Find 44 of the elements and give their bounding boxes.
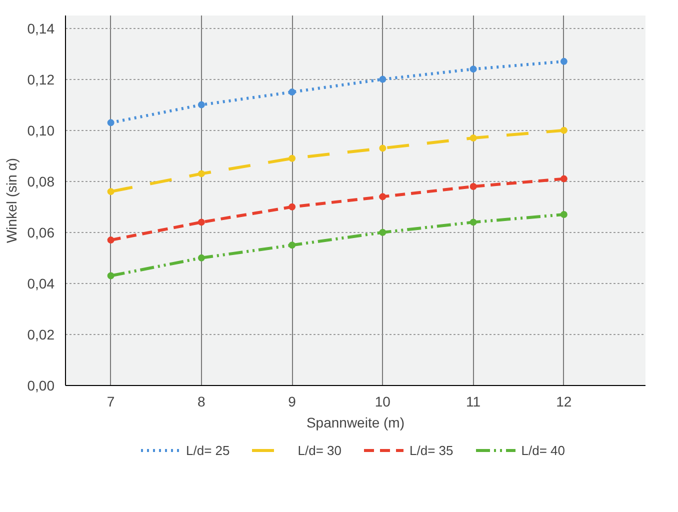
point: [288, 88, 296, 96]
x-tick-label: 11: [466, 394, 481, 410]
x-tick-label: 12: [556, 394, 572, 410]
legend-label: L/d= 30: [298, 442, 342, 458]
x-tick-label: 9: [288, 394, 296, 410]
point: [379, 76, 386, 83]
point: [107, 119, 114, 126]
legend-label: L/d= 35: [410, 442, 454, 458]
point: [198, 101, 205, 108]
y-tick-label: 0,02: [27, 326, 55, 342]
legend-label: L/d= 25: [186, 442, 230, 458]
point: [107, 188, 114, 196]
x-axis-title: Spannweite (m): [306, 414, 405, 430]
point: [198, 254, 205, 262]
y-tick-label: 0,08: [27, 173, 55, 190]
x-tick-label: 7: [106, 394, 115, 410]
x-tick-label: 8: [198, 394, 206, 410]
y-tick-label: 0,00: [27, 378, 55, 394]
y-tick-label: 0,12: [27, 71, 55, 88]
point: [288, 242, 296, 249]
point: [470, 218, 477, 226]
y-axis-title: Winkel (sin α): [3, 158, 20, 244]
legend-label: L/d= 40: [521, 442, 565, 458]
point: [198, 218, 205, 226]
point: [198, 170, 205, 178]
point: [560, 175, 568, 182]
point: [470, 66, 477, 73]
point: [470, 182, 477, 190]
point: [288, 203, 296, 210]
x-tick-label: 10: [374, 394, 391, 410]
point: [560, 58, 568, 65]
y-tick-label: 0,14: [27, 20, 55, 36]
point: [379, 228, 386, 236]
point: [379, 144, 386, 152]
point: [470, 134, 477, 142]
point: [379, 193, 386, 200]
y-tick-label: 0,10: [27, 122, 55, 138]
point: [560, 211, 568, 218]
point: [560, 126, 568, 134]
point: [288, 154, 296, 162]
point: [107, 272, 114, 280]
y-tick-label: 0,04: [27, 275, 55, 292]
point: [107, 236, 114, 244]
y-tick-label: 0,06: [27, 224, 55, 240]
